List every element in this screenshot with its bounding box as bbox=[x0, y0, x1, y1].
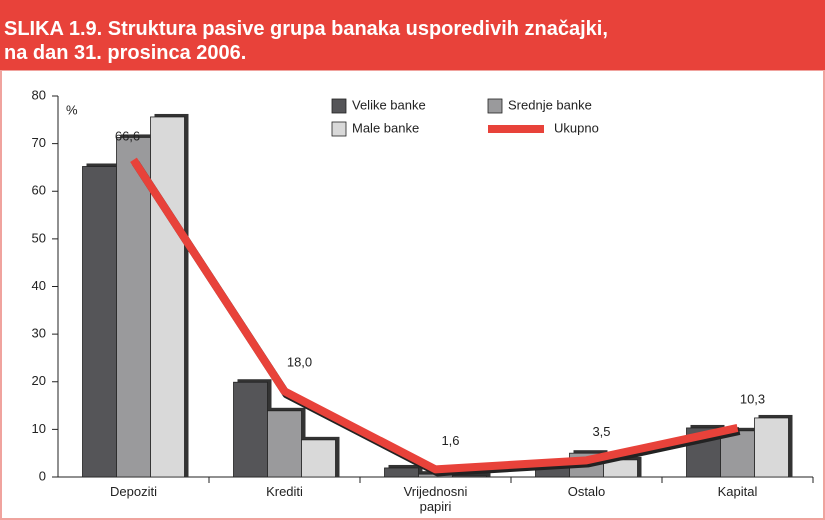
frame bbox=[0, 70, 825, 520]
data-label: 10,3 bbox=[740, 391, 765, 406]
x-tick-label-line: Krediti bbox=[266, 484, 303, 499]
bar-shadow bbox=[456, 473, 491, 477]
y-tick-label: 50 bbox=[32, 230, 46, 245]
bar bbox=[754, 417, 789, 478]
y-tick-label: 80 bbox=[32, 87, 46, 102]
line bbox=[130, 157, 739, 474]
y-tick-label: 60 bbox=[32, 183, 46, 198]
y-tick-label: 20 bbox=[32, 373, 46, 388]
line-shadow bbox=[132, 160, 741, 477]
legend-label: Velike banke bbox=[352, 97, 426, 112]
x-tick-label: Vrijednosni papiri bbox=[404, 484, 468, 514]
y-unit: % bbox=[66, 102, 78, 117]
data-label: 1,6 bbox=[441, 433, 459, 448]
y-tick-label: 0 bbox=[39, 468, 46, 483]
header: SLIKA 1.9. Struktura pasive grupa banaka… bbox=[0, 0, 825, 70]
chart-title: SLIKA 1.9. Struktura pasive grupa banaka… bbox=[4, 18, 608, 40]
chart-title: na dan 31. prosinca 2006. bbox=[4, 42, 247, 64]
bar bbox=[267, 410, 302, 478]
x-tick-label-line: Ostalo bbox=[568, 484, 606, 499]
x-tick-label: Krediti bbox=[266, 484, 303, 499]
bar bbox=[82, 166, 117, 478]
bar bbox=[384, 467, 419, 478]
y-tick-label: 70 bbox=[32, 135, 46, 150]
legend-swatch bbox=[331, 98, 347, 114]
data-label: 18,0 bbox=[287, 355, 312, 370]
y-tick-label: 30 bbox=[32, 326, 46, 341]
bar bbox=[452, 475, 487, 478]
x-tick-label: Depoziti bbox=[110, 484, 157, 499]
x-tick-label: Ostalo bbox=[568, 484, 606, 499]
legend-label: Srednje banke bbox=[508, 97, 592, 112]
x-tick-label-line: Vrijednosni bbox=[404, 484, 468, 499]
bar bbox=[116, 137, 151, 478]
y-tick-label: 40 bbox=[32, 278, 46, 293]
x-tick-label-line: papiri bbox=[420, 499, 452, 514]
chart: % 0 10 20 30 40 50 60 70 80 Depoziti Krediti Vrijed… bbox=[0, 70, 825, 520]
data-label: 66,6 bbox=[115, 128, 140, 143]
bar bbox=[233, 381, 268, 478]
bar bbox=[301, 439, 336, 478]
legend-swatch bbox=[487, 98, 503, 114]
legend-label: Ukupno bbox=[554, 120, 599, 135]
x-tick-label: Kapital bbox=[718, 484, 758, 499]
y-tick-label: 10 bbox=[32, 421, 46, 436]
legend-swatch bbox=[331, 121, 347, 137]
data-label: 3,5 bbox=[592, 424, 610, 439]
x-tick-label-line: Kapital bbox=[718, 484, 758, 499]
legend-label: Male banke bbox=[352, 120, 419, 135]
x-tick-label-line: Depoziti bbox=[110, 484, 157, 499]
bar bbox=[150, 116, 185, 478]
